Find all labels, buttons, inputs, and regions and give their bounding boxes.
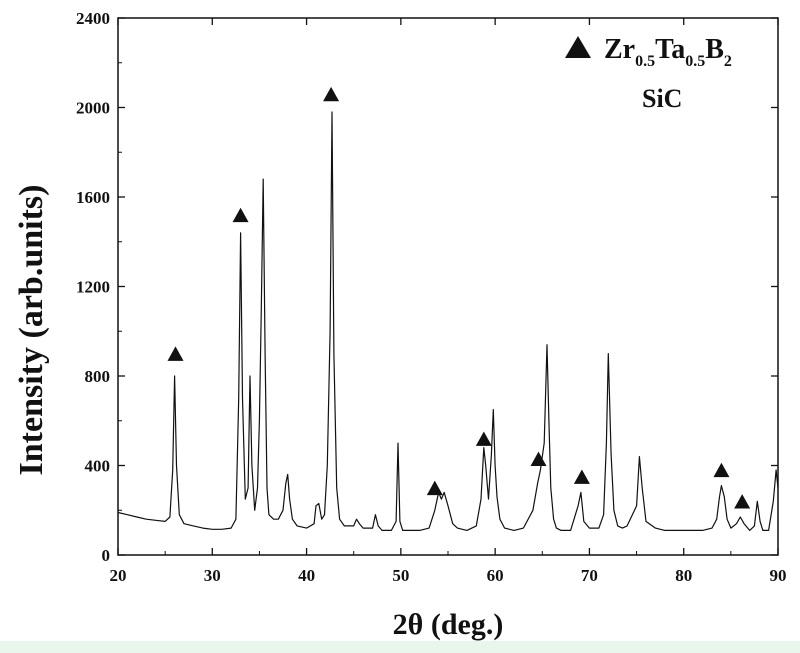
y-tick-label: 1600	[76, 188, 110, 207]
x-tick-label: 30	[204, 566, 221, 585]
peak-triangle-marker	[232, 207, 249, 223]
xrd-series-line	[117, 111, 779, 532]
x-axis-title: 2θ (deg.)	[393, 608, 504, 641]
peak-triangle-marker	[530, 451, 547, 466]
y-tick-label: 2400	[76, 9, 110, 28]
y-tick-label: 0	[102, 546, 111, 565]
x-tick-label: 60	[487, 566, 504, 585]
peak-triangle-marker	[475, 431, 492, 446]
legend-triangle-icon	[565, 36, 591, 58]
x-axis-ticks: 20 30 40 50 60 70 80 90	[110, 18, 787, 585]
peak-triangle-marker	[713, 462, 730, 478]
series-group	[117, 111, 779, 532]
x-tick-label: 70	[581, 566, 598, 585]
y-axis-title: Intensity (arb.units)	[13, 185, 50, 476]
legend-entry-zrtab2: Zr0.5Ta0.5B2	[604, 34, 732, 70]
y-tick-label: 2000	[76, 99, 110, 118]
bottom-strip	[0, 641, 800, 653]
legend-entry-sic: SiC	[642, 84, 682, 113]
peak-triangle-marker	[573, 469, 590, 484]
x-tick-label: 50	[392, 566, 409, 585]
peak-triangle-marker	[167, 346, 184, 361]
y-tick-label: 1200	[76, 278, 110, 297]
y-axis-ticks: 0 400 800 1200 1600 2000 2400	[76, 9, 778, 565]
peak-markers	[167, 86, 751, 509]
y-tick-label: 800	[85, 367, 111, 386]
x-tick-label: 20	[110, 566, 127, 585]
y-tick-label: 400	[85, 457, 111, 476]
peak-triangle-marker	[323, 86, 340, 102]
x-tick-label: 80	[675, 566, 692, 585]
peak-triangle-marker	[426, 480, 443, 496]
x-tick-label: 90	[770, 566, 787, 585]
legend: Zr0.5Ta0.5B2 SiC	[565, 34, 732, 113]
x-tick-label: 40	[298, 566, 315, 585]
peak-triangle-marker	[734, 494, 751, 509]
